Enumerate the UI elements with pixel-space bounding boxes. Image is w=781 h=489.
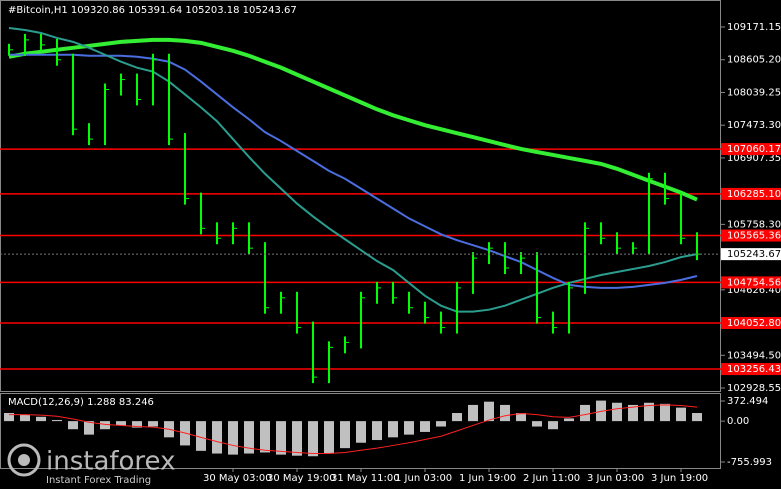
macd-bar	[676, 407, 686, 422]
level-label: 104052.80	[727, 318, 781, 329]
moving-average	[9, 53, 698, 289]
y-tick-label: 107473.30	[727, 120, 781, 131]
macd-bar	[548, 421, 558, 430]
macd-bar	[452, 413, 462, 422]
macd-bar	[100, 421, 110, 430]
macd-bar	[388, 421, 398, 438]
macd-bar	[4, 413, 14, 422]
y-tick-label: 109171.15	[727, 22, 781, 33]
macd-bar	[644, 402, 654, 422]
y-tick-label: 106907.35	[727, 153, 781, 164]
x-tick-label: 1 Jun 03:00	[395, 473, 452, 484]
logo-ring	[7, 443, 41, 477]
macd-bar	[596, 400, 606, 422]
macd-bar	[612, 402, 622, 422]
y-tick-label: 104626.40	[727, 285, 781, 296]
macd-bar	[660, 403, 670, 422]
macd-bar	[324, 421, 334, 454]
macd-bar	[308, 421, 318, 457]
macd-bar	[532, 421, 542, 427]
macd-bar	[372, 421, 382, 441]
macd-bar	[244, 421, 254, 454]
macd-bar	[276, 421, 286, 455]
macd-bar	[116, 421, 126, 426]
x-tick-label: 31 May 11:00	[331, 473, 400, 484]
macd-bar	[564, 418, 574, 422]
level-label: 104754.56	[727, 277, 781, 288]
macd-bar	[436, 421, 446, 427]
moving-average	[8, 26, 698, 313]
macd-bar	[20, 414, 30, 422]
y-tick-label: 108039.25	[727, 87, 781, 98]
macd-bar	[628, 404, 638, 422]
macd-bar	[404, 421, 414, 435]
level-label: 105565.36	[727, 231, 781, 242]
watermark: instaforex	[46, 447, 175, 477]
y-tick-label: 108605.20	[727, 55, 781, 66]
level-label: 107060.17	[727, 144, 781, 155]
watermark-sub: Instant Forex Trading	[46, 475, 151, 486]
macd-bar	[292, 421, 302, 456]
level-label-box	[721, 187, 781, 200]
macd-title: MACD(12,26,9) 1.288 83.246	[8, 397, 154, 408]
x-tick-label: 1 Jun 19:00	[459, 473, 516, 484]
x-tick-label: 30 May 03:00	[203, 473, 272, 484]
macd-bar	[692, 413, 702, 422]
macd-bar	[36, 416, 46, 422]
level-label-box	[721, 229, 781, 242]
macd-y-tick-label: 0.00	[727, 416, 749, 427]
macd-signal	[9, 404, 698, 455]
x-tick-label: 3 Jun 19:00	[651, 473, 708, 484]
macd-y-tick-label: -755.993	[727, 457, 772, 468]
macd-bar	[580, 404, 590, 422]
macd-bar	[500, 404, 510, 422]
macd-bar	[148, 421, 158, 427]
macd-bar	[340, 421, 350, 449]
macd-bar	[132, 421, 142, 428]
macd-bar	[228, 421, 238, 455]
chart-title: #Bitcoin,H1 109320.86 105391.64 105203.1…	[8, 5, 297, 16]
level-label-box	[721, 317, 781, 330]
y-tick-label: 102928.55	[727, 383, 781, 394]
logo-dot	[18, 454, 30, 466]
macd-bar	[468, 404, 478, 422]
last-price-label: 105243.67	[727, 249, 781, 260]
macd-bar	[484, 401, 494, 422]
moving-average	[8, 37, 698, 202]
macd-bar	[196, 421, 206, 451]
level-label-box	[721, 363, 781, 376]
plot	[0, 26, 721, 457]
macd-bar	[260, 421, 270, 453]
macd-bar	[68, 421, 78, 430]
macd-bar	[516, 413, 526, 422]
macd-bar	[212, 421, 222, 454]
y-tick-label: 105758.30	[727, 219, 781, 230]
level-label-box	[721, 276, 781, 289]
y-tick-label: 103494.50	[727, 350, 781, 361]
x-tick-label: 2 Jun 11:00	[523, 473, 580, 484]
x-tick-label: 3 Jun 03:00	[587, 473, 644, 484]
watermark-logo	[7, 443, 41, 477]
macd-bar	[420, 421, 430, 432]
macd-bar	[52, 420, 62, 422]
macd-bar	[84, 421, 94, 435]
level-label: 103256.43	[727, 364, 781, 375]
level-label-box	[721, 143, 781, 156]
macd-y-tick-label: 372.494	[727, 396, 768, 407]
x-tick-label: 30 May 19:00	[267, 473, 336, 484]
macd-bar	[356, 421, 366, 443]
last-price-box	[721, 248, 781, 261]
level-label: 106285.10	[727, 189, 781, 200]
main-frame	[0, 0, 721, 392]
